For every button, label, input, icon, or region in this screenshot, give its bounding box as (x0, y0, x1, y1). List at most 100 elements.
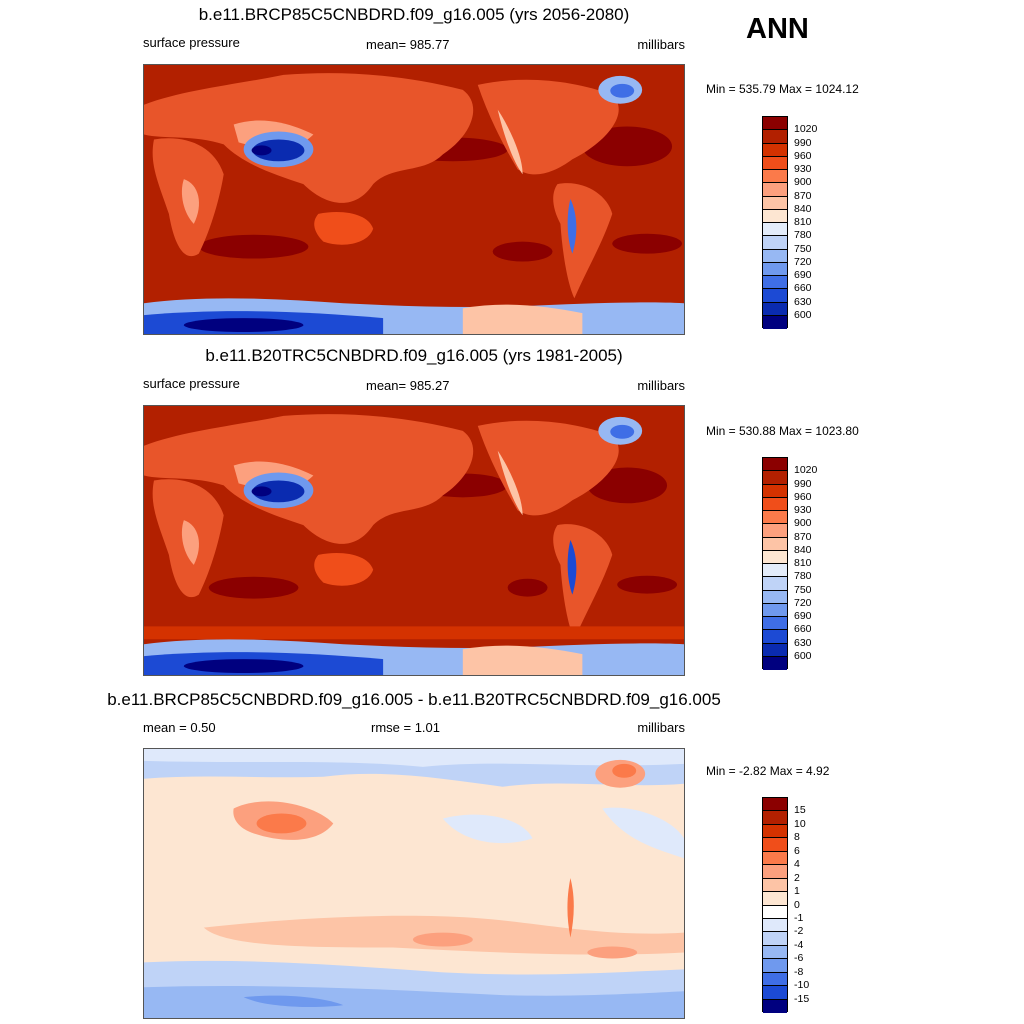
panel-3-rmse-label: rmse = 1.01 (371, 720, 441, 735)
colorbar-swatch (763, 564, 787, 578)
colorbar-label: 660 (794, 282, 812, 295)
panel-1-colorbar (762, 116, 788, 329)
colorbar-swatch (763, 905, 787, 919)
colorbar-label: 990 (794, 477, 812, 490)
colorbar-label: -15 (794, 992, 810, 1005)
colorbar-label: 630 (794, 636, 812, 649)
colorbar-swatch (763, 302, 787, 316)
panel-3-colorbar (762, 797, 788, 1013)
colorbar-label: 810 (794, 557, 812, 569)
colorbar-swatch (763, 656, 787, 670)
colorbar-label: 900 (794, 517, 812, 530)
colorbar-swatch (763, 918, 787, 933)
colorbar-swatch (763, 838, 787, 852)
panel-1-title: b.e11.BRCP85C5CNBDRD.f09_g16.005 (yrs 20… (198, 5, 630, 24)
panel-2-variable-label: surface pressure (143, 376, 240, 391)
colorbar-swatch (763, 249, 787, 263)
colorbar-label: -8 (794, 965, 804, 978)
colorbar-swatch (763, 851, 787, 866)
colorbar-label: 600 (794, 649, 812, 662)
colorbar-label: 990 (794, 136, 812, 149)
colorbar-label: 10 (794, 817, 806, 830)
colorbar-label: 15 (794, 804, 806, 817)
colorbar-swatch (763, 170, 787, 184)
colorbar-swatch (763, 262, 787, 276)
colorbar-label: -4 (794, 938, 804, 951)
colorbar-swatch (763, 865, 787, 879)
colorbar-label: 930 (794, 504, 812, 516)
colorbar-label: 720 (794, 255, 812, 268)
colorbar-swatch (763, 471, 787, 485)
panel-1-units-label: millibars (637, 37, 685, 52)
colorbar-swatch (763, 156, 787, 170)
panel-3-map (143, 748, 685, 1019)
colorbar-swatch (763, 972, 787, 987)
colorbar-swatch (763, 130, 787, 144)
colorbar-swatch (763, 999, 787, 1013)
colorbar-swatch (763, 537, 787, 551)
colorbar-swatch (763, 617, 787, 631)
colorbar-swatch (763, 196, 787, 210)
panel-1-mean-label: mean= 985.77 (366, 37, 450, 52)
colorbar-label: 660 (794, 623, 812, 636)
panel-3-mean-label: mean = 0.50 (143, 720, 216, 735)
colorbar-label: 600 (794, 308, 812, 321)
panel-1-map (143, 64, 685, 335)
colorbar-label: 750 (794, 583, 812, 596)
colorbar-label: -6 (794, 952, 804, 965)
panel-2-units-label: millibars (637, 378, 685, 393)
colorbar-swatch (763, 986, 787, 1000)
colorbar-label: -2 (794, 925, 804, 938)
panel-3-minmax: Min = -2.82 Max = 4.92 (706, 764, 830, 778)
colorbar-label: 2 (794, 871, 800, 884)
colorbar-label: 900 (794, 176, 812, 189)
colorbar-label: 780 (794, 570, 812, 583)
panel-2-title: b.e11.B20TRC5CNBDRD.f09_g16.005 (yrs 198… (205, 346, 623, 365)
colorbar-label: 0 (794, 898, 800, 911)
colorbar-swatch (763, 550, 787, 564)
colorbar-label: -1 (794, 911, 804, 924)
panel-2-mean-label: mean= 985.27 (366, 378, 450, 393)
colorbar-swatch (763, 289, 787, 303)
colorbar-swatch (763, 892, 787, 906)
colorbar-swatch (763, 511, 787, 525)
colorbar-swatch (763, 458, 787, 472)
colorbar-label: 960 (794, 149, 812, 162)
colorbar-swatch (763, 959, 787, 973)
colorbar-label: 870 (794, 189, 812, 202)
colorbar-swatch (763, 577, 787, 591)
colorbar-label: 1 (794, 885, 800, 898)
colorbar-label: 840 (794, 543, 812, 556)
panel-1-minmax: Min = 535.79 Max = 1024.12 (706, 82, 859, 96)
colorbar-swatch (763, 117, 787, 131)
colorbar-swatch (763, 183, 787, 197)
panel-2-map (143, 405, 685, 676)
colorbar-swatch (763, 798, 787, 812)
colorbar-swatch (763, 643, 787, 657)
colorbar-swatch (763, 497, 787, 511)
season-label: ANN (746, 13, 809, 45)
colorbar-label: 810 (794, 216, 812, 228)
colorbar-swatch (763, 878, 787, 893)
colorbar-swatch (763, 484, 787, 498)
colorbar-swatch (763, 630, 787, 644)
colorbar-label: -10 (794, 979, 810, 992)
colorbar-swatch (763, 811, 787, 825)
colorbar-label: 4 (794, 858, 800, 871)
panel-1-variable-label: surface pressure (143, 35, 240, 50)
colorbar-label: 750 (794, 242, 812, 255)
colorbar-label: 870 (794, 530, 812, 543)
colorbar-label: 8 (794, 831, 800, 844)
colorbar-swatch (763, 524, 787, 538)
colorbar-swatch (763, 590, 787, 604)
colorbar-label: 1020 (794, 123, 818, 136)
colorbar-label: 690 (794, 610, 812, 622)
colorbar-swatch (763, 223, 787, 237)
colorbar-label: 630 (794, 295, 812, 308)
colorbar-swatch (763, 824, 787, 839)
colorbar-label: 780 (794, 229, 812, 242)
colorbar-swatch (763, 143, 787, 157)
colorbar-swatch (763, 209, 787, 223)
panel-3-units-label: millibars (637, 720, 685, 735)
panel-3-title: b.e11.BRCP85C5CNBDRD.f09_g16.005 - b.e11… (107, 690, 721, 709)
